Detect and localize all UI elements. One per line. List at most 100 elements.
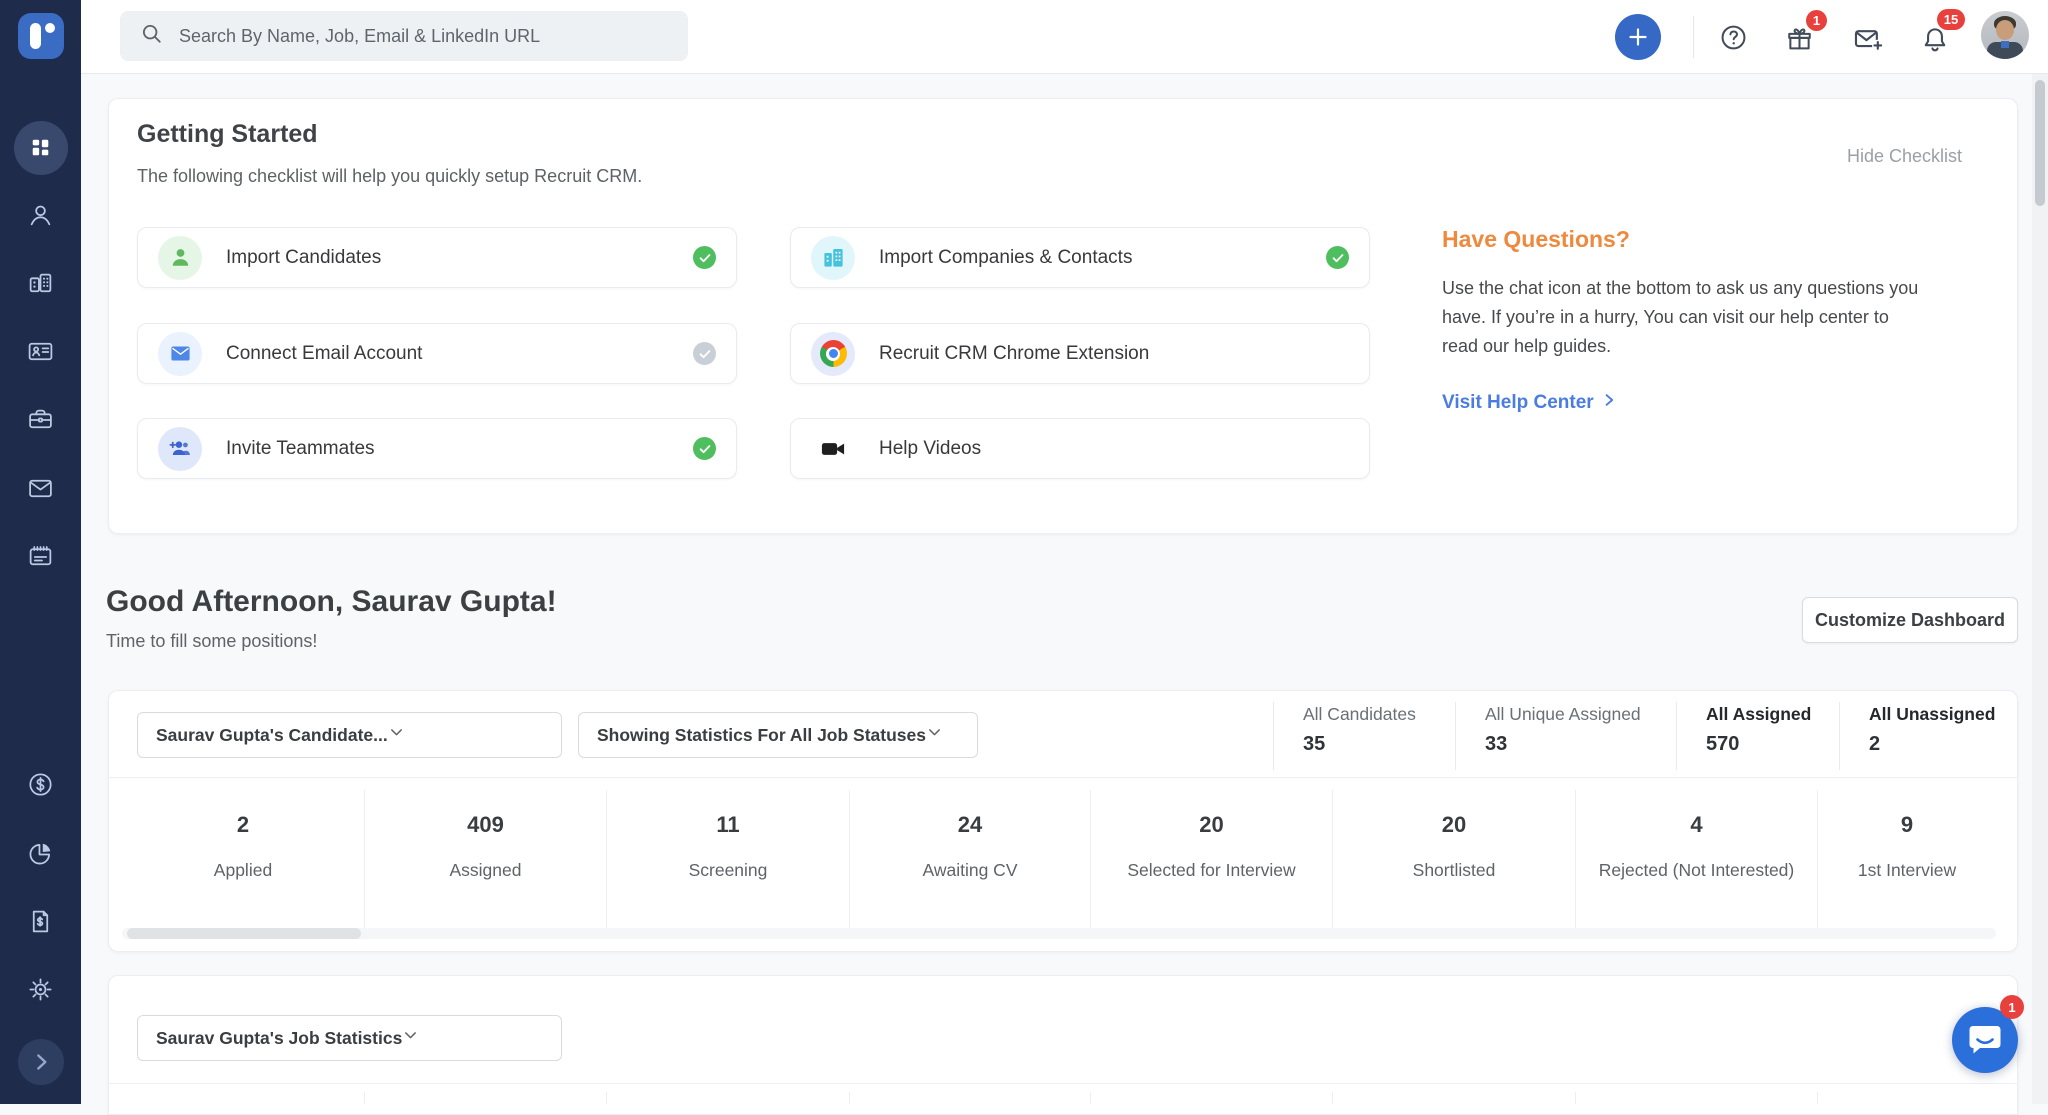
candidate-owner-dropdown-value: Saurav Gupta's Candidate... [156, 724, 388, 745]
checklist-item-import-candidates[interactable]: Import Candidates [137, 227, 737, 288]
stage-value: 9 [1900, 812, 1914, 837]
search-placeholder: Search By Name, Job, Email & LinkedIn UR… [179, 25, 541, 46]
summary-value: 33 [1485, 733, 1508, 755]
sidebar-item-dashboard[interactable] [27, 134, 54, 161]
chrome-icon [811, 331, 855, 376]
email-icon [158, 331, 202, 376]
rewards-button[interactable] [1785, 25, 1814, 59]
summary-value: 570 [1706, 733, 1740, 755]
have-questions-title: Have Questions? [1442, 226, 1630, 252]
summary-label: All Assigned [1706, 704, 1812, 724]
stage-shortlisted: 20 Shortlisted [1332, 790, 1575, 935]
sidebar-item-deals[interactable] [27, 771, 54, 798]
job-column-divider [1332, 1092, 1333, 1104]
stage-value: 11 [716, 812, 740, 837]
job-column-divider [849, 1092, 850, 1104]
contact-card-icon [27, 338, 54, 365]
sidebar-item-settings[interactable] [27, 976, 54, 1003]
summary-value: 35 [1303, 733, 1326, 755]
candidate-icon [158, 235, 202, 280]
stage-value: 20 [1199, 812, 1224, 837]
job-column-divider [1090, 1092, 1091, 1104]
job-stats-dropdown[interactable]: Saurav Gupta's Job Statistics [137, 1015, 562, 1061]
sidebar [0, 0, 81, 1104]
sidebar-expand-button[interactable] [17, 1039, 64, 1085]
sidebar-item-emails[interactable] [27, 475, 54, 502]
visit-help-center-label: Visit Help Center [1442, 392, 1594, 413]
sidebar-item-jobs[interactable] [27, 406, 54, 433]
sidebar-item-reports[interactable] [27, 840, 54, 867]
summary-divider [1455, 702, 1456, 770]
check-pending-icon [693, 342, 716, 365]
notifications-button[interactable] [1920, 25, 1950, 60]
horizontal-scrollbar-thumb[interactable] [127, 928, 361, 939]
pie-chart-icon [27, 840, 54, 867]
visit-help-center-link[interactable]: Visit Help Center [1442, 392, 1617, 414]
buildings-icon [27, 270, 54, 297]
summary-all-candidates: All Candidates 35 [1303, 704, 1416, 756]
email-campaign-button[interactable] [1853, 24, 1884, 60]
summary-all-unassigned: All Unassigned 2 [1869, 704, 1995, 756]
summary-divider [1839, 702, 1840, 770]
sidebar-item-calendar[interactable] [27, 543, 54, 570]
horizontal-scrollbar-track[interactable] [122, 928, 1996, 939]
briefcase-icon [27, 406, 54, 433]
stage-label: Awaiting CV [922, 860, 1018, 880]
vertical-scrollbar-thumb[interactable] [2035, 80, 2045, 206]
job-stats-divider [108, 1083, 2018, 1084]
checklist-item-label: Import Candidates [226, 246, 382, 268]
gear-icon [27, 976, 54, 1003]
checklist-item-help-videos[interactable]: Help Videos [790, 418, 1370, 479]
checklist-item-import-companies[interactable]: Import Companies & Contacts [790, 227, 1370, 288]
envelope-plus-icon [1853, 30, 1884, 59]
candidate-stats-panel [108, 690, 2018, 952]
checklist-item-label: Recruit CRM Chrome Extension [879, 342, 1150, 364]
customize-dashboard-button[interactable]: Customize Dashboard [1802, 597, 2018, 643]
gift-icon [1785, 28, 1814, 58]
invoice-icon [27, 908, 54, 935]
checklist-item-chrome-extension[interactable]: Recruit CRM Chrome Extension [790, 323, 1370, 384]
stage-label: 1st Interview [1857, 860, 1957, 880]
sidebar-item-contacts[interactable] [27, 338, 54, 365]
stage-screening: 11 Screening [606, 790, 849, 935]
job-status-filter-dropdown[interactable]: Showing Statistics For All Job Statuses [578, 712, 978, 758]
checklist-item-connect-email[interactable]: Connect Email Account [137, 323, 737, 384]
search-icon [140, 22, 164, 51]
recruit-crm-logo[interactable] [18, 13, 64, 59]
summary-divider [1273, 702, 1274, 770]
have-questions-body: Use the chat icon at the bottom to ask u… [1442, 278, 1919, 356]
avatar-collar [2001, 41, 2009, 48]
sidebar-item-companies[interactable] [27, 270, 54, 297]
stage-selected-for-interview: 20 Selected for Interview [1090, 790, 1332, 935]
checklist-item-label: Import Companies & Contacts [879, 246, 1133, 268]
summary-label: All Unassigned [1869, 704, 1996, 724]
quick-add-button[interactable] [1615, 14, 1661, 60]
person-icon [27, 202, 54, 229]
sidebar-item-candidates[interactable] [27, 202, 54, 229]
user-avatar[interactable] [1981, 11, 2029, 59]
person-add-icon [158, 426, 202, 471]
sidebar-active-indicator [13, 121, 68, 175]
videocam-icon [811, 427, 855, 471]
check-done-icon [693, 437, 716, 460]
hide-checklist-link[interactable]: Hide Checklist [1846, 146, 1962, 166]
summary-all-assigned: All Assigned 570 [1706, 704, 1811, 756]
help-button[interactable] [1719, 23, 1748, 57]
candidate-owner-dropdown[interactable]: Saurav Gupta's Candidate... [137, 712, 562, 758]
stage-label: Applied [213, 860, 273, 880]
sidebar-item-invoices[interactable] [27, 908, 54, 935]
vertical-scrollbar-track[interactable] [2032, 74, 2048, 1104]
bell-icon [1920, 28, 1950, 59]
logo-glyph [30, 23, 41, 49]
job-column-divider [364, 1092, 365, 1104]
stage-value: 4 [1690, 812, 1703, 837]
search-input[interactable]: Search By Name, Job, Email & LinkedIn UR… [120, 11, 688, 61]
avatar-face [1996, 20, 2014, 40]
stage-value: 2 [236, 812, 250, 837]
stats-header-divider [108, 777, 2018, 778]
company-icon [811, 235, 855, 280]
stage-label: Assigned [449, 860, 522, 880]
envelope-icon [27, 475, 54, 502]
checklist-item-invite-teammates[interactable]: Invite Teammates [137, 418, 737, 479]
chevron-down-icon [402, 1027, 419, 1049]
